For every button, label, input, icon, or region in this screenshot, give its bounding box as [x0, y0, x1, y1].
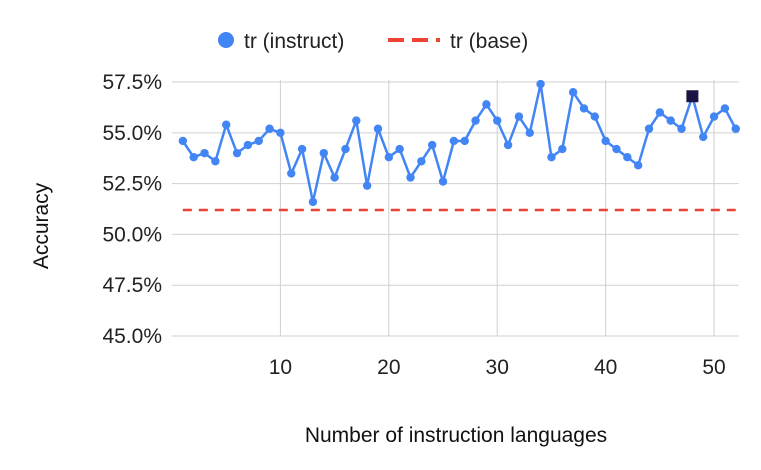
data-point: [590, 112, 600, 121]
data-point: [460, 136, 469, 146]
data-point: [265, 124, 274, 133]
data-point: [536, 79, 545, 89]
data-point: [352, 116, 361, 125]
data-point: [731, 124, 740, 133]
x-tick-label: 30: [486, 356, 509, 379]
data-point: [449, 136, 459, 146]
data-point: [493, 116, 502, 125]
highlight-point: [686, 90, 699, 103]
data-point: [644, 124, 654, 133]
y-tick-label: 47.5%: [102, 274, 162, 297]
data-point: [308, 197, 318, 207]
data-point: [297, 144, 307, 154]
x-tick-label: 50: [702, 356, 725, 379]
data-point: [709, 112, 719, 121]
instruct-series: [178, 79, 740, 207]
y-axis-title: Accuracy: [30, 182, 53, 269]
y-tick-label: 57.5%: [102, 71, 162, 94]
data-point: [677, 124, 686, 133]
x-tick-label: 20: [377, 356, 400, 379]
data-point: [189, 153, 198, 162]
data-point: [482, 100, 491, 109]
data-point: [395, 144, 404, 154]
data-point: [384, 153, 394, 162]
data-point: [525, 128, 534, 138]
x-tick-label: 10: [269, 356, 292, 379]
data-point: [319, 148, 328, 158]
data-point: [178, 136, 188, 146]
legend-marker-instruct: [218, 32, 234, 48]
highlight-point-group: [686, 90, 699, 103]
data-point: [438, 177, 448, 186]
data-point: [341, 144, 350, 154]
data-point: [601, 136, 610, 146]
data-point: [579, 104, 589, 113]
data-point: [699, 132, 708, 142]
data-point: [655, 108, 665, 117]
data-point: [243, 140, 253, 150]
data-point: [568, 87, 578, 97]
data-point: [276, 128, 285, 138]
data-point: [471, 116, 480, 125]
data-point: [211, 157, 220, 166]
data-point: [633, 161, 643, 170]
data-point: [406, 173, 415, 182]
instruct-line: [181, 82, 737, 204]
data-point: [558, 144, 567, 154]
data-point: [417, 157, 426, 166]
data-point: [373, 124, 383, 133]
x-axis-title: Number of instruction languages: [305, 424, 607, 447]
data-point: [200, 148, 209, 158]
legend: tr (instruct) tr (base): [218, 30, 528, 53]
data-point: [287, 169, 296, 178]
y-tick-label: 55.0%: [102, 122, 162, 145]
x-axis-ticks: 10 20 30 40 50: [269, 356, 726, 379]
data-point: [330, 173, 339, 182]
y-tick-label: 52.5%: [102, 173, 162, 196]
data-point: [503, 140, 513, 150]
data-point: [222, 120, 231, 129]
data-point: [514, 112, 524, 121]
data-point: [666, 116, 675, 125]
data-point: [232, 148, 242, 158]
x-tick-label: 40: [594, 356, 617, 379]
data-point: [623, 153, 632, 162]
gridlines: [172, 80, 739, 337]
data-point: [427, 140, 437, 150]
data-point: [362, 181, 372, 190]
data-point: [612, 144, 621, 154]
legend-label-instruct: tr (instruct): [244, 30, 344, 53]
y-axis-ticks: 45.0% 47.5% 50.0% 52.5% 55.0% 57.5%: [102, 71, 162, 348]
y-tick-label: 50.0%: [102, 223, 162, 246]
y-tick-label: 45.0%: [102, 325, 162, 348]
legend-label-base: tr (base): [450, 30, 528, 53]
data-point: [254, 136, 263, 146]
data-point: [547, 153, 556, 162]
data-point: [720, 104, 730, 113]
